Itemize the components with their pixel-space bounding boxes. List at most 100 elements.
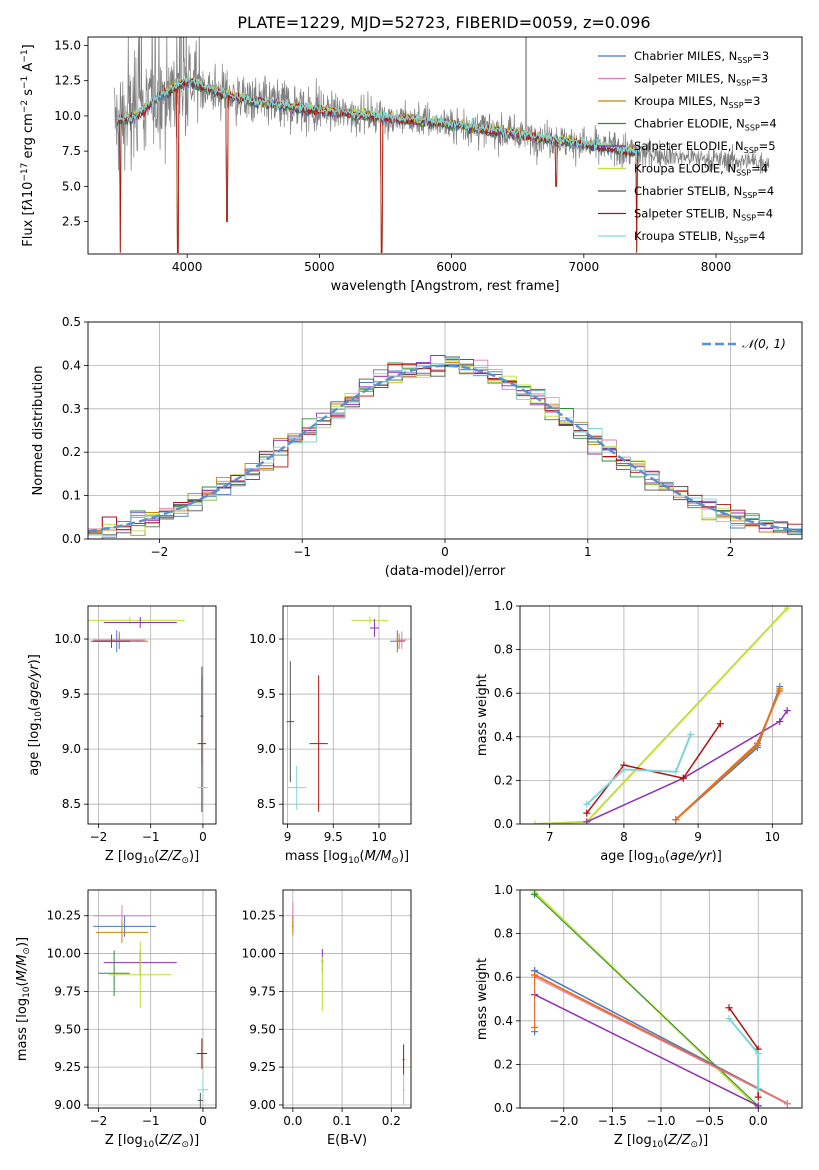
y-tick-label: 8.5 — [257, 797, 276, 811]
y-tick-label: 0.8 — [494, 643, 513, 657]
x-tick-label: 10 — [765, 830, 780, 844]
spectrum-panel: 4000 5000 6000 7000 8000 2.5 5.0 7.5 10.0 12.5 15.… — [20, 36, 803, 294]
age-vs-Z-plot-area — [88, 617, 209, 812]
axes-frame — [282, 889, 412, 1109]
y-tick-label: 9.50 — [249, 1022, 276, 1036]
legend-label: Chabrier MILES, NSSP=3 — [634, 49, 769, 65]
errorbar-point — [103, 617, 177, 629]
x-axis-label: (data-model)/error — [385, 564, 506, 579]
x-tick-label: 2 — [727, 545, 735, 559]
weight-line — [534, 607, 788, 824]
x-tick-label: 5000 — [304, 260, 335, 274]
x-tick-label: −1.0 — [646, 1114, 675, 1128]
residuals-panel: −2 −1 0 1 2 0.0 0.1 0.2 0.3 0.4 0.5 (data-model)/er… — [31, 315, 803, 579]
y-tick-label: 9.5 — [257, 687, 276, 701]
y-tick-label: 9.75 — [54, 984, 81, 998]
x-axis-label: Z [log10(Z/Z⊙)] — [105, 1133, 199, 1150]
y-tick-label: 15.0 — [54, 38, 81, 52]
errorbar-point — [309, 675, 328, 812]
plus-marker — [716, 720, 724, 728]
y-tick-label: 9.75 — [249, 984, 276, 998]
axes-frame — [87, 36, 803, 255]
panels: 4000 5000 6000 7000 80002.55.07.510.012.515.… — [15, 36, 803, 1150]
x-tick-label: −1 — [142, 830, 160, 844]
weight-vs-age-plot-area — [531, 606, 791, 824]
model-line-kroupa-miles — [116, 75, 640, 253]
x-tick-label: 10 — [371, 830, 386, 844]
model-line-salpeter-elodie — [116, 78, 640, 253]
legend-label: Salpeter STELIB, NSSP=4 — [634, 207, 773, 223]
legend-label: Kroupa MILES, NSSP=3 — [634, 94, 760, 110]
errorbar-point — [393, 633, 405, 649]
x-tick-label: −1 — [142, 1114, 160, 1128]
y-tick-label: 9.00 — [249, 1098, 276, 1112]
legend-label: Kroupa ELODIE, NSSP=4 — [634, 162, 768, 178]
errorbar-point — [197, 1077, 209, 1102]
age-vs-Z-panel: −2 −1 0 8.5 9.0 9.5 10.0 Z [log10(Z/Z⊙)] age [lo… — [27, 605, 217, 866]
y-tick-label: 10.0 — [54, 109, 81, 123]
x-tick-label: 1 — [584, 545, 592, 559]
spectrum-legend: Chabrier MILES, NSSP=3 Salpeter MILES, NS… — [598, 49, 777, 245]
plus-marker — [776, 687, 784, 695]
x-tick-label: 9.5 — [324, 830, 343, 844]
y-axis-label: mass weight — [475, 958, 490, 1040]
x-tick-label: −0.5 — [695, 1114, 724, 1128]
plus-marker — [672, 768, 680, 776]
y-axis-label: Normed distribution — [31, 366, 46, 496]
x-tick-label: 7000 — [569, 260, 600, 274]
y-tick-label: 8.5 — [62, 797, 81, 811]
plus-marker — [783, 606, 791, 612]
age-vs-mass-plot-area — [286, 617, 407, 812]
normal-curve — [88, 364, 802, 533]
weight-line — [675, 688, 781, 821]
x-tick-label: −1 — [293, 545, 311, 559]
mass-vs-EBV-plot-area — [291, 902, 405, 1105]
x-tick-label: 0.1 — [333, 1114, 352, 1128]
errorbar-point — [93, 915, 156, 937]
weight-vs-age-panel: 7 8 9 10 0.0 0.2 0.4 0.6 0.8 1.0 age [log10(age/yr… — [475, 599, 803, 866]
x-axis-label: Z [log10(Z/Z⊙)] — [614, 1133, 708, 1150]
y-tick-label: 10.00 — [47, 947, 81, 961]
legend-label: Chabrier STELIB, NSSP=4 — [634, 184, 774, 200]
plus-marker — [753, 739, 761, 747]
y-tick-label: 10.25 — [242, 909, 276, 923]
weight-line — [675, 686, 781, 821]
plus-marker — [531, 820, 539, 824]
plus-marker — [531, 1023, 539, 1031]
model-line-salpeter-stelib — [116, 77, 640, 253]
errorbar-point — [200, 666, 204, 766]
x-tick-label: 0.0 — [283, 1114, 302, 1128]
weight-vs-Z-panel: −2.0 −1.5 −1.0 −0.5 0.0 0.0 0.2 0.4 0.6 0.8 1.0 Z [… — [475, 883, 803, 1150]
plus-marker — [754, 1102, 762, 1108]
y-tick-label: 0.2 — [494, 773, 513, 787]
y-tick-label: 0.6 — [494, 970, 513, 984]
y-tick-label: 5.0 — [62, 179, 81, 193]
errorbar-point — [321, 956, 324, 1012]
residual-hist-salpeter-stelib — [88, 364, 802, 534]
plus-marker — [672, 816, 680, 824]
x-axis-label: Z [log10(Z/Z⊙)] — [105, 849, 199, 866]
errorbar-point — [291, 917, 294, 936]
x-tick-label: 8 — [620, 830, 628, 844]
figure-title: PLATE=1229, MJD=52723, FIBERID=0059, z=0… — [237, 13, 650, 32]
y-tick-label: 0.4 — [494, 730, 513, 744]
legend-label: Salpeter ELODIE, NSSP=5 — [634, 139, 776, 155]
y-axis-label: Flux [fλ10−17 erg cm−2 s−1 A−1] — [20, 44, 36, 246]
x-tick-label: 7 — [546, 830, 554, 844]
y-tick-label: 1.0 — [494, 599, 513, 613]
errorbar-point — [98, 950, 130, 996]
plus-marker — [531, 890, 539, 898]
plus-marker — [583, 818, 591, 824]
x-tick-label: −2.0 — [549, 1114, 578, 1128]
x-tick-label: 6000 — [436, 260, 467, 274]
y-tick-label: 10.0 — [54, 632, 81, 646]
x-tick-label: −2 — [90, 830, 108, 844]
x-tick-label: 4000 — [172, 260, 203, 274]
plus-marker — [725, 1004, 733, 1012]
plus-marker — [620, 766, 628, 773]
errorbar-point — [286, 661, 294, 783]
plus-marker — [754, 1093, 762, 1101]
errorbar-point — [197, 765, 209, 810]
y-tick-label: 7.5 — [62, 144, 81, 158]
mass-vs-Z-plot-area — [93, 905, 209, 1108]
